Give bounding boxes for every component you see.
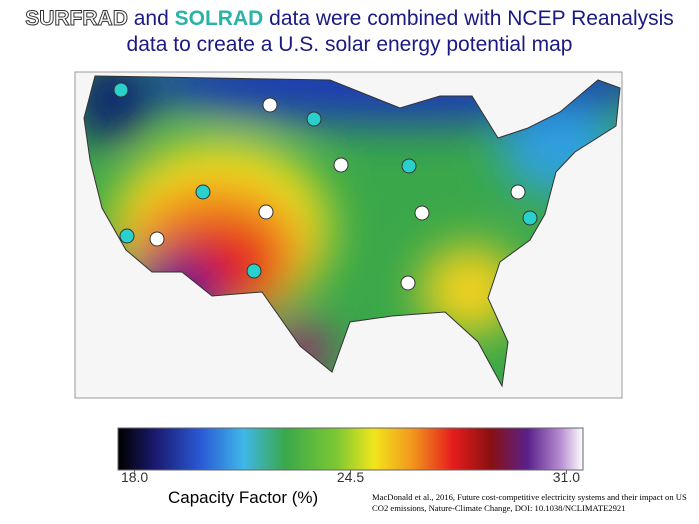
colorbar-tick-label: 18.0 [121,469,148,485]
colorbar-label: Capacity Factor (%) [168,488,319,507]
colorbar-tick-label: 31.0 [553,469,580,485]
title-text: data to create a U.S. solar energy poten… [126,33,573,56]
us-outline [83,75,621,388]
title-word: and [133,7,169,30]
colorbar-tick-label: 24.5 [337,469,364,485]
solrad-stations [113,82,538,279]
title-text: data were combined with NCEP Reanalysis [269,7,674,30]
surfrad-stations [149,97,526,291]
citation: MacDonald et al., 2016, Future cost-comp… [372,492,687,513]
title: SURFRAD and SOLRAD data were combined wi… [0,6,699,58]
title-word: SOLRAD [174,7,264,30]
title-word: SURFRAD [25,7,129,31]
colorbar [117,427,584,471]
